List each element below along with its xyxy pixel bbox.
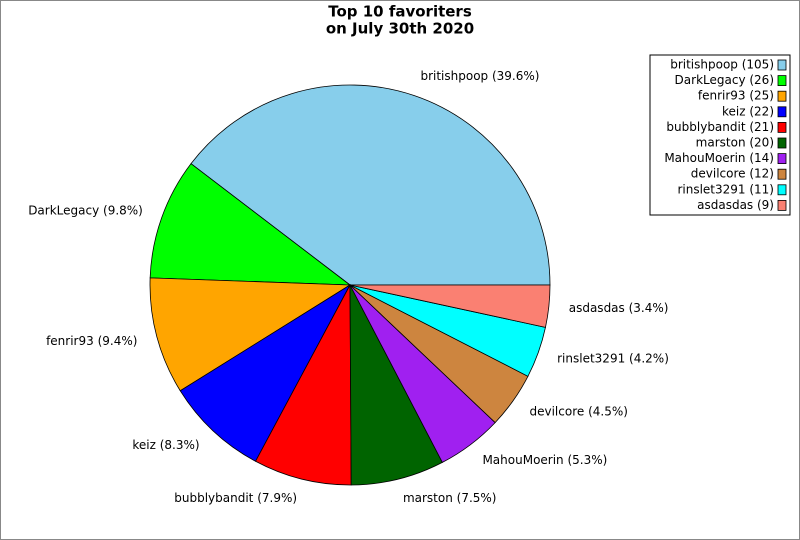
- legend-box: [649, 54, 791, 216]
- pie-slice: [179, 283, 352, 462]
- legend-swatch: [777, 184, 787, 196]
- legend-swatch: [777, 122, 787, 133]
- legend-label: DarkLegacy (26): [675, 73, 774, 87]
- pie-slice: [149, 277, 352, 392]
- slice-label: rinslet3291 (4.2%): [557, 352, 669, 366]
- pie-slice: [349, 284, 443, 486]
- slice-label: keiz (8.3%): [132, 438, 199, 452]
- legend-label: rinslet3291 (11): [677, 182, 774, 196]
- slice-label: asdasdas (3.4%): [569, 301, 669, 315]
- pie-slice: [254, 284, 352, 486]
- legend-label: fenrir93 (25): [698, 89, 774, 103]
- legend-label: devilcore (12): [691, 167, 774, 181]
- legend-swatch: [777, 90, 787, 102]
- legend-swatch: [777, 59, 787, 71]
- pie-slice: [349, 284, 551, 328]
- legend-swatch: [777, 168, 787, 180]
- legend-swatch: [777, 137, 787, 149]
- slice-label: fenrir93 (9.4%): [46, 334, 137, 348]
- chart-title: Top 10 favoriters: [328, 3, 472, 21]
- legend-swatch: [777, 199, 787, 211]
- legend-label: MahouMoerin (14): [664, 151, 774, 165]
- slice-label: DarkLegacy (9.8%): [28, 203, 143, 217]
- slice-label: britishpoop (39.6%): [420, 69, 539, 83]
- legend-swatch: [777, 153, 787, 165]
- legend-label: marston (20): [696, 136, 774, 150]
- slice-label: MahouMoerin (5.3%): [482, 453, 607, 467]
- legend-label: asdasdas (9): [697, 198, 774, 212]
- legend-label: bubblybandit (21): [666, 120, 774, 134]
- slice-label: bubblybandit (7.9%): [174, 491, 297, 505]
- legend-label: keiz (22): [722, 104, 774, 118]
- slice-label: marston (7.5%): [403, 491, 497, 505]
- slice-label: devilcore (4.5%): [530, 405, 628, 419]
- legend-swatch: [777, 106, 787, 118]
- legend-swatch: [777, 75, 787, 86]
- pie-slice: [190, 84, 551, 286]
- chart-title: on July 30th 2020: [326, 20, 474, 38]
- legend-label: britishpoop (105): [670, 58, 774, 72]
- pie-slice: [149, 163, 352, 286]
